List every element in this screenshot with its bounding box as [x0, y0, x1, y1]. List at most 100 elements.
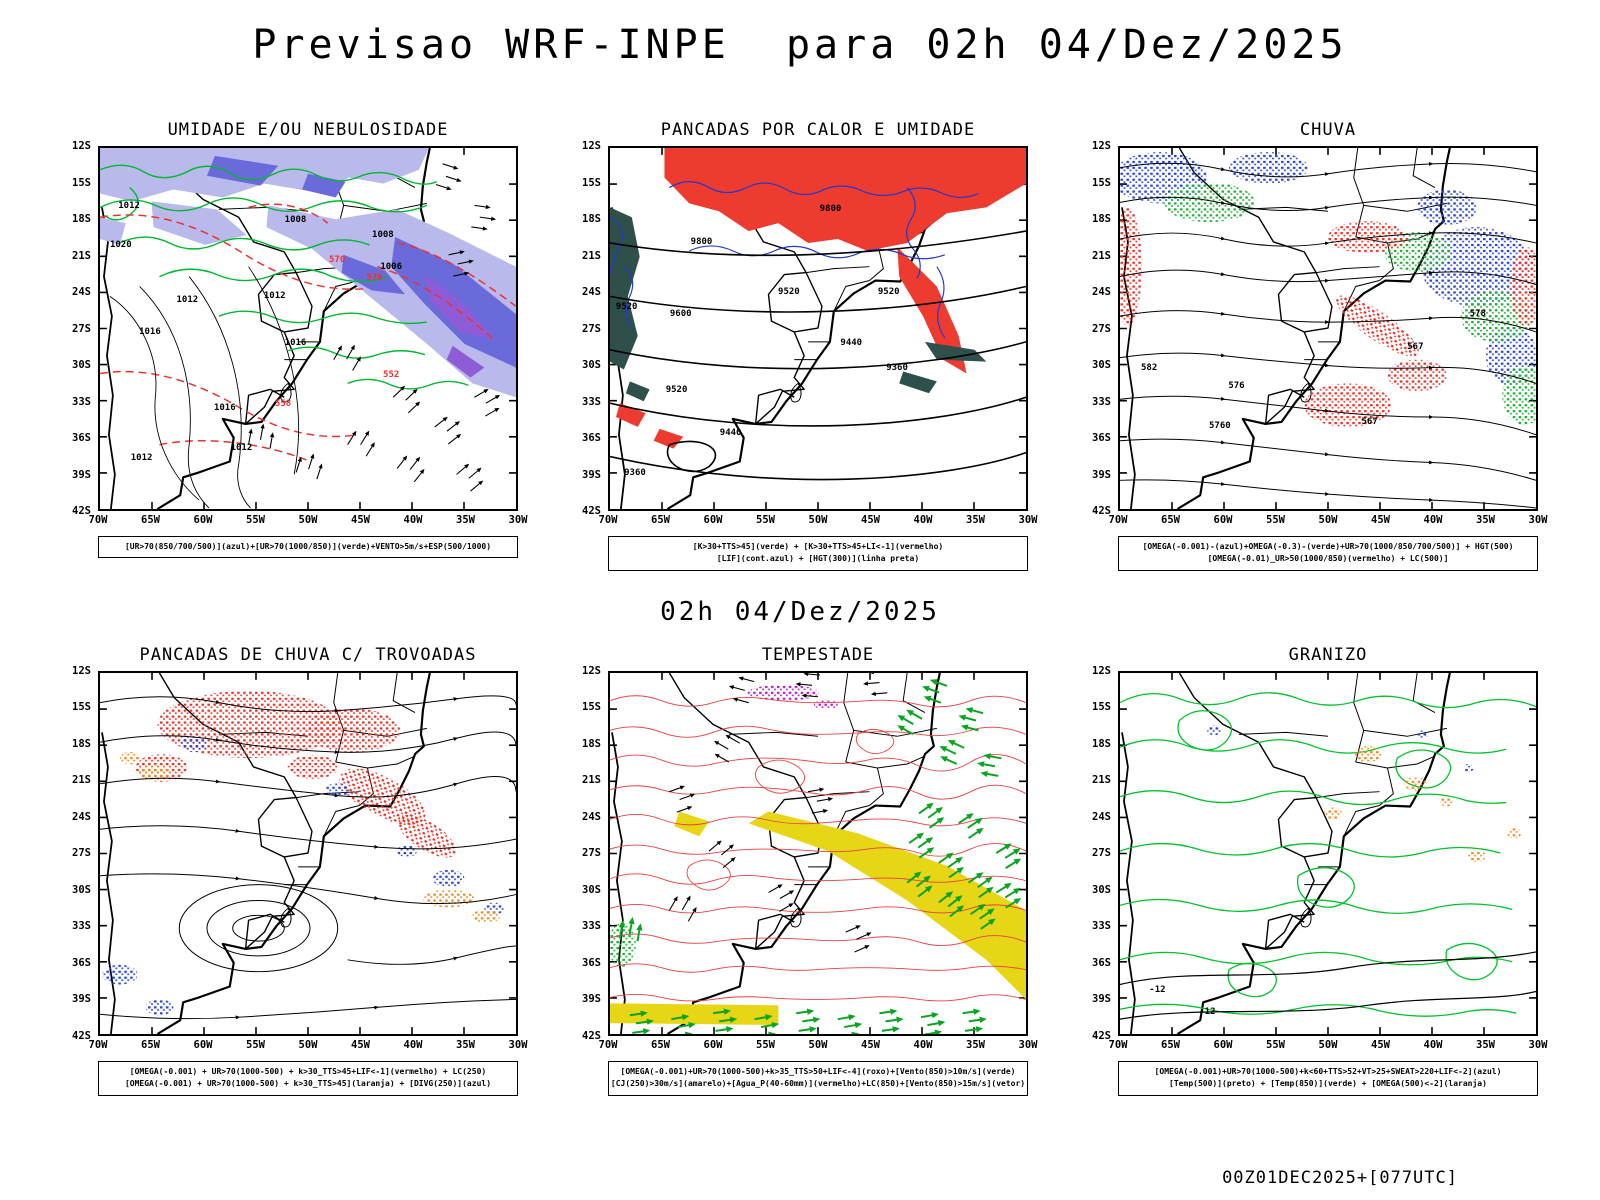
lat-tick-label: 33S [582, 395, 601, 408]
lat-tick-label: 33S [582, 920, 601, 933]
lat-tick-label: 30S [582, 883, 601, 896]
lat-tick-label: 15S [72, 176, 91, 189]
lon-tick-label: 35W [1476, 514, 1495, 526]
lat-tick-label: 39S [1092, 468, 1111, 481]
lat-tick-label: 12S [582, 664, 601, 677]
map-area: 12S 15S 18S 21S 24S 27S 30S 33S 36S 39S 42S [572, 665, 1028, 1041]
lat-tick-label: 21S [1092, 774, 1111, 787]
panel-pancadas-calor-umidade: PANCADAS POR CALOR E UMIDADE 12S 15S 18S 21… [572, 120, 1038, 571]
panel-pancadas-trovoadas: PANCADAS DE CHUVA C/ TROVOADAS 12S 15S 18S… [62, 644, 528, 1096]
lat-tick-label: 24S [72, 810, 91, 823]
lon-tick-label: 55W [756, 1038, 775, 1051]
longitude-axis: 70W 65W 60W 55W 50W 45W 40W 35W 30W [89, 511, 528, 528]
latitude-axis: 12S 15S 18S 21S 24S 27S 30S 33S 36S 39S 42S [1082, 141, 1114, 517]
lon-tick-label: 65W [141, 1038, 160, 1051]
lat-tick-label: 36S [1092, 956, 1111, 969]
lon-tick-label: 50W [808, 1038, 828, 1051]
lat-tick-label: 15S [1092, 176, 1111, 189]
lon-tick-label: 30W [1018, 514, 1038, 526]
run-timestamp: 00Z01DEC2025+[077UTC] [1222, 1168, 1458, 1188]
panel-caption-line: [Temp(500)](preto) + [Temp(850)](verde) … [1169, 1079, 1487, 1089]
latitude-axis: 12S 15S 18S 21S 24S 27S 30S 33S 36S 39S 42S [62, 665, 94, 1041]
lat-tick-label: 30S [1092, 359, 1111, 371]
map-graphic [1120, 148, 1536, 509]
lat-tick-label: 15S [1092, 701, 1111, 714]
lon-tick-label: 50W [808, 514, 828, 526]
lat-tick-label: 39S [582, 993, 601, 1006]
lon-tick-label: 60W [1213, 1038, 1233, 1051]
lon-tick-label: 50W [1318, 514, 1338, 526]
lat-tick-label: 21S [72, 249, 91, 262]
panel-title: CHUVA [1299, 120, 1357, 140]
lat-tick-label: 30S [582, 359, 601, 371]
panel-tempestade: TEMPESTADE 12S 15S 18S 21S 24S 27S 30S 33S 36S 39… [572, 645, 1037, 1096]
longitude-axis: 70W 65W 60W 55W 50W 45W 40W 35W 30W [1109, 511, 1548, 528]
panel-caption: [OMEGA(-0.001)+UR>70(1000-500)+k>35_TTS>… [608, 1060, 1028, 1096]
panel-row-bottom: PANCADAS DE CHUVA C/ TROVOADAS 12S 15S 18S… [0, 645, 1600, 1096]
longitude-axis: 70W 65W 60W 55W 50W 45W 40W 35W 30W [599, 511, 1038, 528]
panel-caption-line: [LIF](cont.azul) + [HGT(300)](linha pret… [716, 554, 920, 564]
lon-tick-label: 65W [141, 514, 160, 526]
panel-caption: [OMEGA(-0.001) + UR>70(1000-500) + k>30_… [98, 1060, 518, 1096]
map-area: 12S 15S 18S 21S 24S 27S 30S 33S 36S 39S 42S 9800 98… [572, 141, 1028, 517]
lat-tick-label: 27S [1092, 322, 1111, 335]
lon-tick-label: 40W [913, 514, 933, 526]
lat-tick-label: 12S [72, 140, 91, 152]
lon-tick-label: 60W [703, 1038, 723, 1051]
lon-tick-label: 35W [456, 514, 475, 526]
lon-tick-label: 35W [1476, 1038, 1495, 1051]
panel-granizo: GRANIZO 12S 15S 18S 21S 24S 27S 30S 33S 36S 39S 42… [1082, 644, 1547, 1096]
forecast-map: 9800 9800 9520 9600 9520 9520 9440 9360 9520 9440… [608, 146, 1028, 511]
lat-tick-label: 24S [582, 810, 601, 823]
lon-tick-label: 65W [651, 514, 670, 526]
lat-tick-label: 21S [72, 774, 91, 787]
lon-tick-label: 50W [1318, 1038, 1338, 1051]
lat-tick-label: 27S [1092, 847, 1111, 860]
longitude-axis: 70W 65W 60W 55W 50W 45W 40W 35W 30W [89, 1036, 528, 1053]
lon-tick-label: 65W [651, 1038, 670, 1051]
lon-tick-label: 30W [1018, 1038, 1038, 1051]
panel-caption-line: [OMEGA(-0.01)_UR>50(1000/850)(vermelho) … [1207, 554, 1449, 564]
lon-tick-label: 55W [1266, 1038, 1285, 1051]
lat-tick-label: 39S [72, 468, 91, 481]
lat-tick-label: 27S [582, 322, 601, 335]
lon-tick-label: 65W [1161, 514, 1180, 526]
lat-tick-label: 30S [1092, 883, 1111, 896]
lat-tick-label: 12S [72, 664, 91, 677]
lon-tick-label: 45W [351, 514, 370, 526]
lon-tick-label: 70W [598, 1038, 618, 1051]
lat-tick-label: 15S [72, 701, 91, 714]
forecast-map [608, 670, 1028, 1036]
lon-tick-label: 45W [861, 514, 880, 526]
panel-caption-line: [OMEGA(-0.001)+UR>70(1000-500)+k>35_TTS>… [620, 1066, 1016, 1076]
lat-tick-label: 18S [72, 737, 91, 750]
panel-title: UMIDADE E/OU NEBULOSIDADE [167, 120, 449, 140]
lon-tick-label: 40W [1423, 1038, 1443, 1051]
lon-tick-label: 40W [913, 1038, 933, 1051]
panel-chuva: CHUVA 12S 15S 18S 21S 24S 27S 30S 33S 36S 39S 42S … [1082, 120, 1548, 571]
lat-tick-label: 33S [1092, 395, 1111, 408]
lat-tick-label: 18S [72, 213, 91, 225]
map-area: 12S 15S 18S 21S 24S 27S 30S 33S 36S 39S 42S 582 576… [1082, 141, 1538, 517]
lon-tick-label: 30W [1528, 514, 1548, 526]
forecast-map: 1012 1020 1008 1008 1006 1012 1012 1016 1016 570 5… [98, 146, 518, 511]
lat-tick-label: 33S [1092, 920, 1111, 933]
panel-row-top: UMIDADE E/OU NEBULOSIDADE 12S 15S 18S 21S 24… [0, 120, 1600, 571]
lon-tick-label: 45W [1371, 514, 1390, 526]
lon-tick-label: 70W [1108, 514, 1128, 526]
lon-tick-label: 30W [1528, 1038, 1548, 1051]
lon-tick-label: 40W [403, 1038, 423, 1051]
lat-tick-label: 36S [1092, 432, 1111, 444]
forecast-map: -12 -12 [1118, 670, 1538, 1036]
panel-caption-line: [OMEGA(-0.001)-(azul)+OMEGA(-0.3)-(verde… [1142, 542, 1514, 551]
lat-tick-label: 33S [72, 395, 91, 408]
lat-tick-label: 15S [582, 176, 601, 189]
lat-tick-label: 12S [582, 140, 601, 152]
panel-title: PANCADAS POR CALOR E UMIDADE [660, 120, 976, 140]
lat-tick-label: 15S [582, 701, 601, 714]
panel-title: PANCADAS DE CHUVA C/ TROVOADAS [139, 644, 477, 665]
valid-time-label: 02h 04/Dez/2025 [660, 596, 940, 627]
lon-tick-label: 60W [193, 514, 213, 526]
map-graphic [610, 148, 1026, 509]
panel-title: GRANIZO [1288, 644, 1368, 665]
